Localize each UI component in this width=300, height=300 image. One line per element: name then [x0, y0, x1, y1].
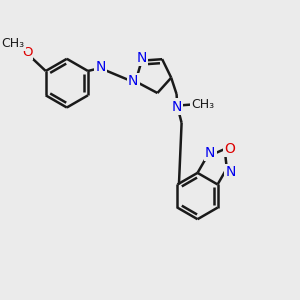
Text: N: N: [128, 74, 139, 88]
Text: N: N: [172, 100, 182, 113]
Text: N: N: [136, 51, 147, 65]
Text: N: N: [225, 165, 236, 179]
Text: CH₃: CH₃: [2, 37, 25, 50]
Text: O: O: [224, 142, 236, 156]
Text: CH₃: CH₃: [191, 98, 214, 111]
Text: N: N: [205, 146, 215, 161]
Text: O: O: [22, 46, 32, 59]
Text: N: N: [95, 60, 106, 74]
